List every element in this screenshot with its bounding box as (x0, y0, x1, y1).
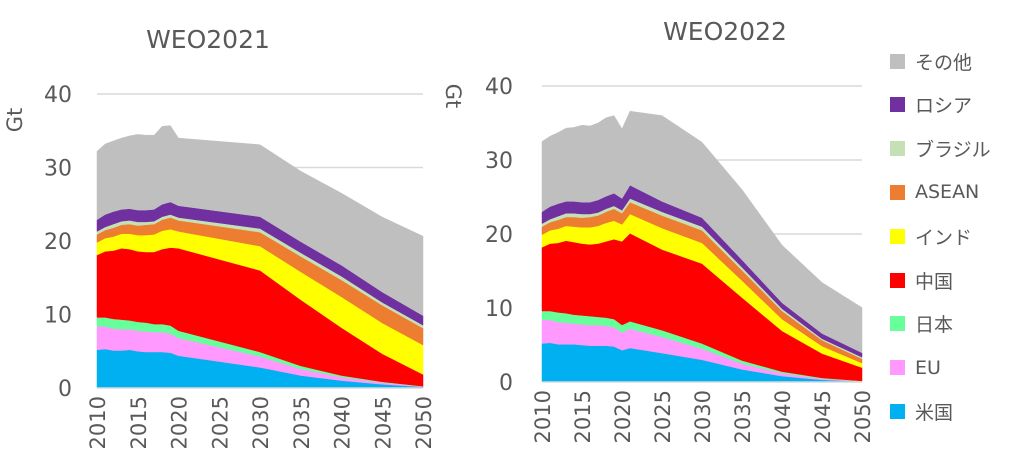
x-tick-label: 2030 (249, 396, 273, 449)
y-tick-label: 30 (485, 149, 513, 174)
legend-item: ブラジル (890, 136, 991, 162)
x-tick-label: 2025 (651, 390, 675, 443)
legend-swatch (890, 316, 905, 332)
x-tick-label: 2015 (571, 390, 595, 443)
legend-label: インド (915, 226, 973, 249)
x-tick-label: 2045 (371, 396, 395, 449)
legend-item: 米国 (890, 398, 953, 424)
x-tick-label: 2020 (611, 390, 635, 443)
legend-swatch (890, 360, 905, 376)
legend-swatch (890, 403, 905, 419)
x-tick-label: 2035 (731, 390, 755, 443)
legend-swatch (890, 53, 905, 69)
legend-swatch (890, 272, 905, 288)
chart-title: WEO2022 (663, 17, 787, 46)
y-axis-label: Gt (441, 84, 465, 109)
y-tick-label: 40 (44, 83, 72, 108)
x-tick-label: 2040 (771, 390, 795, 443)
x-tick-label: 2010 (86, 396, 110, 449)
y-axis-label: Gt (3, 108, 27, 133)
chart-title: WEO2021 (146, 25, 270, 54)
legend-item: 日本 (890, 311, 953, 337)
y-tick-label: 30 (44, 157, 72, 182)
legend-swatch (890, 97, 905, 113)
legend-swatch (890, 141, 905, 157)
x-tick-label: 2010 (531, 390, 555, 443)
legend-swatch (890, 184, 905, 200)
y-tick-label: 10 (44, 304, 72, 329)
legend-label: 日本 (915, 314, 954, 337)
legend-label: ASEAN (915, 181, 980, 204)
y-tick-label: 20 (44, 230, 72, 255)
y-tick-label: 0 (499, 371, 513, 396)
legend-label: 米国 (915, 401, 954, 424)
y-tick-label: 40 (485, 75, 513, 100)
legend-item: EU (890, 355, 941, 381)
legend-label: 中国 (915, 270, 954, 293)
area-series-8 (96, 125, 424, 317)
legend-item: 中国 (890, 267, 953, 293)
legend-label: ブラジル (915, 139, 991, 162)
legend-item: その他 (890, 48, 972, 74)
x-tick-label: 2015 (127, 396, 151, 449)
y-tick-label: 10 (485, 297, 513, 322)
legend-label: EU (915, 356, 941, 379)
y-tick-label: 0 (58, 377, 72, 402)
legend-item: ASEAN (890, 179, 979, 205)
x-tick-label: 2030 (691, 390, 715, 443)
legend-label: ロシア (915, 95, 973, 118)
area-series-8 (541, 110, 863, 354)
x-tick-label: 2020 (168, 396, 192, 449)
x-tick-label: 2045 (811, 390, 835, 443)
x-tick-label: 2025 (208, 396, 232, 449)
x-tick-label: 2035 (290, 396, 314, 449)
legend-item: インド (890, 223, 972, 249)
legend-swatch (890, 228, 905, 244)
x-tick-label: 2040 (331, 396, 355, 449)
x-tick-label: 2050 (851, 390, 875, 443)
x-tick-label: 2050 (412, 396, 436, 449)
y-tick-label: 20 (485, 223, 513, 248)
legend-item: ロシア (890, 92, 972, 118)
legend-label: その他 (915, 51, 973, 74)
